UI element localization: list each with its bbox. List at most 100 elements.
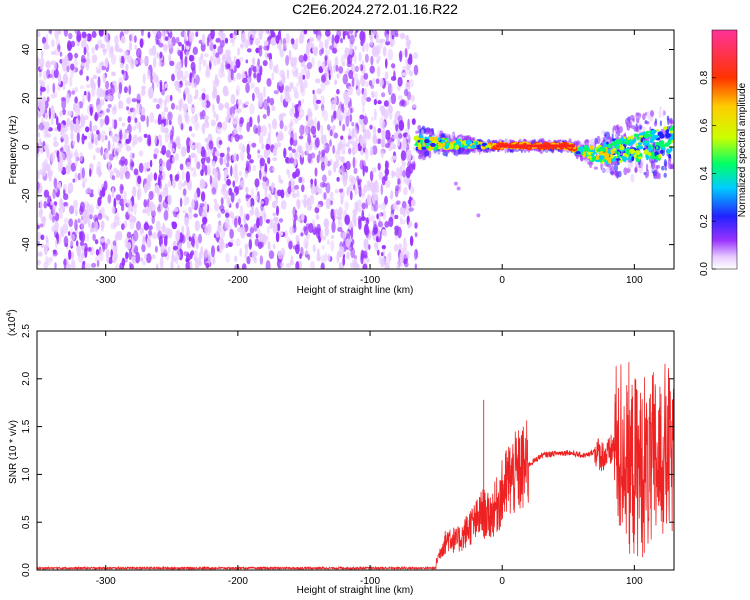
noise-cell [129, 34, 133, 42]
noise-cell [253, 72, 257, 79]
noise-cell [59, 59, 63, 64]
noise-cell [358, 51, 362, 62]
stray-cell [453, 181, 458, 186]
noise-cell [260, 203, 264, 212]
noise-cell [95, 44, 99, 51]
noise-cell [140, 30, 144, 37]
noise-cell [229, 239, 235, 244]
noise-cell [120, 35, 126, 44]
noise-cell [239, 205, 244, 218]
noise-cell [79, 85, 85, 90]
noise-cell [59, 147, 63, 152]
halo-cell [616, 160, 619, 165]
noise-cell [256, 72, 262, 83]
halo-cell [658, 172, 661, 180]
noise-cell [394, 113, 398, 123]
halo-cell [659, 120, 663, 127]
noise-cell [272, 166, 276, 172]
noise-cell [40, 216, 47, 223]
noise-cell [146, 253, 152, 264]
noise-cell [47, 73, 53, 79]
signal-cell [603, 143, 608, 148]
noise-cell [251, 205, 254, 214]
noise-cell [104, 115, 110, 126]
noise-cell [173, 207, 179, 213]
noise-cell [201, 162, 206, 172]
signal-cell [627, 136, 630, 141]
noise-cell [372, 224, 379, 235]
noise-cell [278, 231, 284, 237]
noise-cell [270, 37, 276, 46]
noise-cell [59, 198, 63, 210]
noise-cell [348, 30, 354, 35]
noise-cell [79, 241, 84, 247]
noise-cell [97, 39, 103, 49]
noise-cell [183, 195, 188, 207]
signal-cell [630, 135, 634, 140]
noise-cell [262, 181, 266, 190]
noise-cell [142, 234, 146, 246]
noise-cell [261, 143, 265, 150]
noise-cell [377, 100, 382, 105]
halo-cell [417, 124, 422, 131]
noise-cell [242, 77, 248, 84]
noise-cell [48, 214, 53, 220]
noise-cell [175, 80, 180, 91]
noise-cell [289, 259, 294, 266]
noise-cell [414, 222, 418, 229]
noise-cell [291, 148, 296, 153]
noise-cell [368, 244, 371, 251]
noise-cell [353, 73, 358, 81]
noise-cell [327, 169, 332, 176]
noise-cell [149, 159, 153, 168]
halo-cell [649, 110, 655, 117]
snr-x-label: Height of straight line (km) [297, 585, 414, 596]
noise-cell [195, 31, 199, 38]
noise-cell [259, 65, 263, 76]
noise-cell [39, 81, 43, 88]
noise-cell [55, 239, 58, 248]
noise-cell [250, 187, 254, 199]
noise-cell [82, 93, 85, 105]
noise-cell [63, 257, 67, 269]
noise-cell [124, 170, 131, 180]
signal-cell [669, 127, 673, 131]
noise-cell [201, 180, 207, 188]
noise-cell [334, 95, 337, 105]
x-tick-label: 100 [626, 576, 643, 587]
noise-cell [183, 30, 187, 41]
noise-cell [42, 36, 47, 45]
noise-cell [331, 220, 336, 233]
noise-cell [177, 229, 181, 241]
colorbar-tick-label: 0.4 [699, 166, 710, 180]
noise-cell [78, 101, 84, 109]
noise-cell [237, 198, 241, 205]
noise-cell [246, 232, 252, 237]
halo-cell [432, 149, 435, 155]
signal-cell [651, 135, 658, 139]
noise-cell [383, 46, 387, 57]
noise-cell [74, 52, 79, 59]
signal-cell [660, 147, 666, 151]
noise-cell [244, 101, 250, 106]
noise-cell [71, 260, 76, 269]
noise-cell [63, 183, 67, 191]
noise-cell [321, 74, 326, 83]
noise-cell [50, 117, 54, 126]
noise-cell [299, 80, 304, 91]
noise-cell [382, 209, 386, 220]
signal-cell [586, 155, 593, 159]
noise-cell [111, 187, 115, 199]
noise-cell [179, 70, 183, 78]
noise-cell [215, 52, 220, 58]
noise-cell [259, 255, 264, 265]
noise-cell [399, 252, 404, 264]
noise-cell [165, 117, 169, 129]
noise-cell [97, 69, 101, 74]
noise-cell [342, 74, 348, 85]
noise-cell [163, 210, 169, 221]
noise-cell [385, 58, 388, 69]
noise-cell [370, 215, 376, 223]
noise-cell [363, 115, 368, 126]
noise-cell [277, 223, 281, 232]
